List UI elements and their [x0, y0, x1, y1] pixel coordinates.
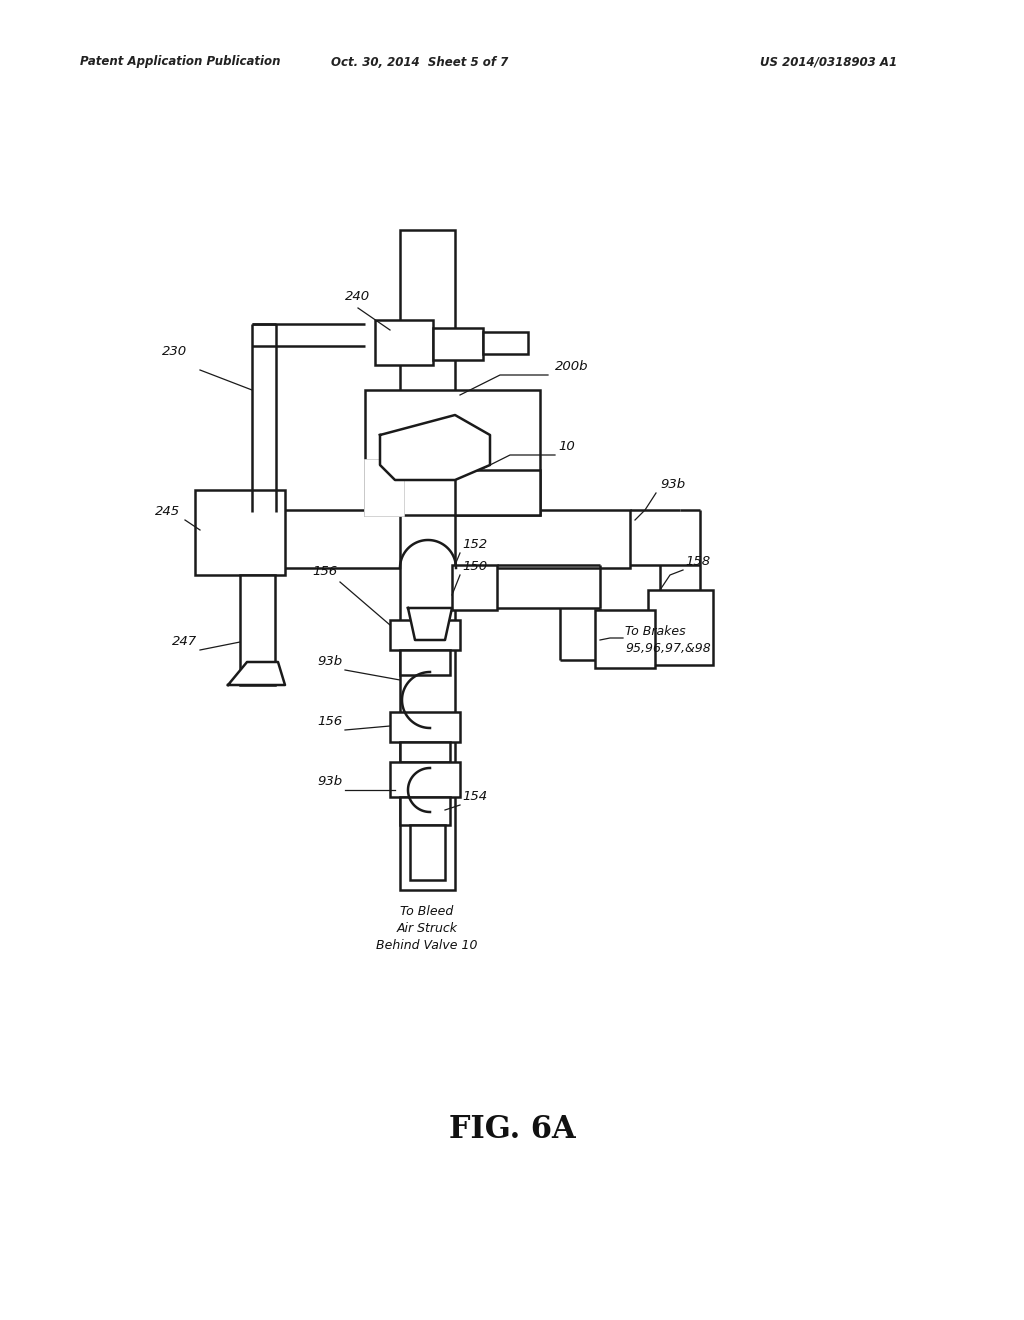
Text: 247: 247: [172, 635, 198, 648]
Bar: [390, 711, 460, 742]
Text: 93b: 93b: [317, 775, 343, 788]
Bar: [400, 230, 455, 890]
Bar: [400, 797, 450, 825]
Bar: [400, 742, 450, 762]
Text: 245: 245: [156, 506, 180, 517]
Bar: [400, 649, 450, 675]
Bar: [365, 389, 540, 515]
Bar: [595, 610, 655, 668]
Bar: [455, 470, 540, 515]
Text: 150: 150: [462, 560, 487, 573]
Text: FIG. 6A: FIG. 6A: [449, 1114, 575, 1146]
Text: 158: 158: [685, 554, 710, 568]
Text: 93b: 93b: [660, 478, 685, 491]
Text: To Brakes
95,96,97,&98: To Brakes 95,96,97,&98: [625, 624, 711, 655]
Polygon shape: [228, 663, 285, 685]
Bar: [390, 762, 460, 797]
Text: 230: 230: [163, 345, 187, 358]
Text: 93b: 93b: [317, 655, 343, 668]
Bar: [483, 333, 528, 354]
Bar: [240, 576, 275, 685]
Text: Oct. 30, 2014  Sheet 5 of 7: Oct. 30, 2014 Sheet 5 of 7: [332, 55, 509, 69]
Bar: [365, 459, 403, 515]
Text: 200b: 200b: [555, 360, 589, 374]
Text: 154: 154: [462, 789, 487, 803]
Bar: [200, 510, 630, 568]
Text: 152: 152: [462, 539, 487, 550]
Bar: [452, 565, 497, 610]
Text: To Bleed
Air Struck
Behind Valve 10: To Bleed Air Struck Behind Valve 10: [376, 906, 478, 952]
Text: 10: 10: [558, 440, 574, 453]
Text: US 2014/0318903 A1: US 2014/0318903 A1: [760, 55, 897, 69]
Text: 156: 156: [312, 565, 338, 578]
Bar: [375, 319, 433, 366]
Polygon shape: [380, 414, 490, 480]
Bar: [433, 327, 483, 360]
Polygon shape: [408, 609, 452, 640]
Text: Patent Application Publication: Patent Application Publication: [80, 55, 281, 69]
Text: 156: 156: [317, 715, 343, 729]
Bar: [195, 490, 285, 576]
Bar: [648, 590, 713, 665]
Bar: [390, 620, 460, 649]
Text: 240: 240: [345, 290, 371, 304]
Bar: [410, 825, 445, 880]
